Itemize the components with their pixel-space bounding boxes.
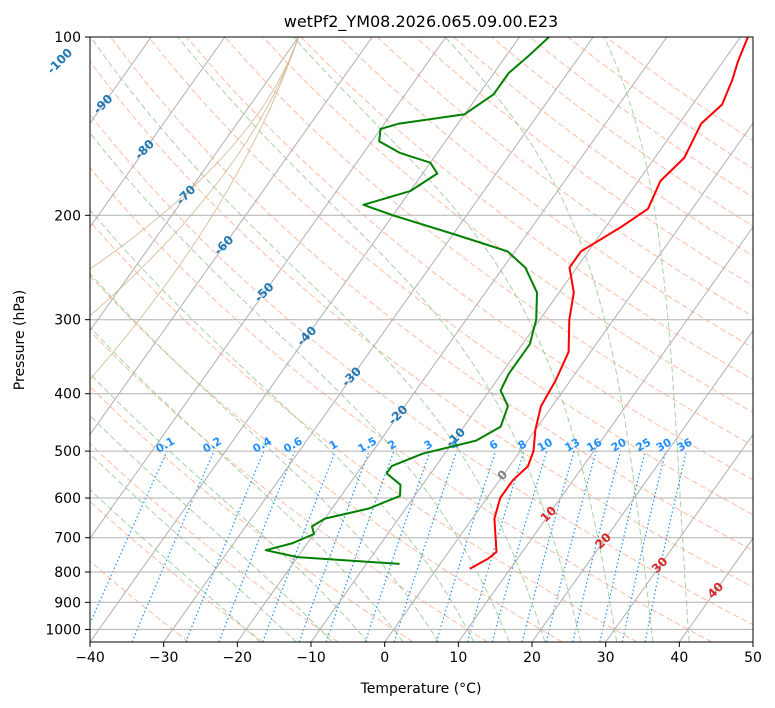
mixing-ratio-line [521,450,575,642]
isotherm-line [163,37,594,642]
y-tick-label: 300 [54,313,81,329]
x-tick-label: 40 [670,650,688,666]
dry-adiabat-line [90,166,712,642]
mixing-ratio-line [218,450,296,642]
y-tick-label: 400 [54,387,81,403]
isotherm-line [90,37,226,228]
y-axis-label: Pressure (hPa) [12,290,28,390]
mixing-ratio-line [298,450,370,642]
y-tick-label: 500 [54,444,81,460]
dry-adiabat-line [300,37,753,381]
x-tick-label: 10 [449,650,467,666]
isotherm-line [90,37,373,436]
moist-adiabat-line [90,272,439,642]
isotherm-line [457,226,753,642]
moist-adiabat-line [177,37,582,642]
mixing-ratio-line [185,450,265,642]
plot-area [90,37,753,642]
mixing-ratio-line [90,450,168,625]
mixing-ratio-line [466,450,525,642]
moist-adiabat-line [603,37,690,642]
y-tick-label: 200 [54,208,81,224]
y-tick-label: 100 [54,30,81,46]
profile-lines [264,37,749,570]
isotherm-line [90,37,520,642]
isotherm-line [90,37,299,332]
mixing-ratio-line [435,450,497,642]
isotherm-line [678,537,753,642]
plot-frame [89,36,754,643]
moist-adiabat-line [444,37,654,642]
chart-title: wetPf2_YM08.2026.065.09.00.E23 [284,12,558,32]
y-tick-label: 900 [54,595,81,611]
axis-ticks: −40 −30 −20 −10 0 10 20 30 40 50 100 200 300 400 500 60… [45,30,762,666]
grid-lines [90,37,753,630]
y-tick-label: 800 [54,565,81,581]
x-tick-label: 0 [380,650,389,666]
mixing-ratio-line [572,450,622,642]
dry-adiabat-line [148,37,753,516]
pressure-contour-line [90,37,299,381]
x-tick-label: −40 [75,650,105,666]
temperature-profile-line [469,37,749,570]
dry-adiabat-line [110,37,753,552]
isotherm-line [310,37,741,642]
isotherm-line [605,433,753,642]
y-tick-label: 700 [54,531,81,547]
moist-adiabat-line [90,488,261,642]
moist-adiabat-line [90,414,333,642]
moist-adiabat-line [90,373,369,642]
mixing-ratio-line [621,450,667,642]
dry-adiabat-line [415,37,753,287]
isotherm-line [531,329,753,642]
x-tick-label: −20 [223,650,253,666]
mixing-ratio-line [545,450,597,642]
dry-adiabat-line [338,37,753,349]
pressure-contour-line [90,37,299,317]
dry-adiabat-line [377,37,753,318]
mixing-ratio-line [599,450,646,642]
x-tick-label: 30 [597,650,615,666]
mixing-ratio-line [262,450,336,642]
mixing-ratio-line [364,450,431,642]
dry-adiabat-line [90,274,563,642]
x-tick-label: 50 [744,650,762,666]
isotherm-line [90,37,447,540]
y-tick-label: 600 [54,491,81,507]
y-tick-label: 1000 [45,622,81,638]
x-tick-label: 20 [523,650,541,666]
x-axis-label: Temperature (°C) [360,681,482,697]
moist-adiabat-line [90,132,510,642]
x-tick-label: −30 [149,650,179,666]
skewed-isotherms [90,37,753,642]
isotherm-line [236,37,668,642]
dry-adiabat-line [90,330,488,642]
dry-adiabat-line [262,37,753,413]
dry-adiabat-line [90,113,753,626]
dry-adiabat-line [224,37,753,447]
mixing-ratio-line [325,450,395,642]
dry-adiabat-line [90,220,638,642]
isotherm-line [384,122,753,642]
dewpoint-profile-line [264,37,550,565]
x-tick-label: −10 [296,650,326,666]
dry-adiabat-line [90,560,190,642]
moist-adiabat-line [90,209,475,642]
moist-adiabat-line [90,37,546,642]
